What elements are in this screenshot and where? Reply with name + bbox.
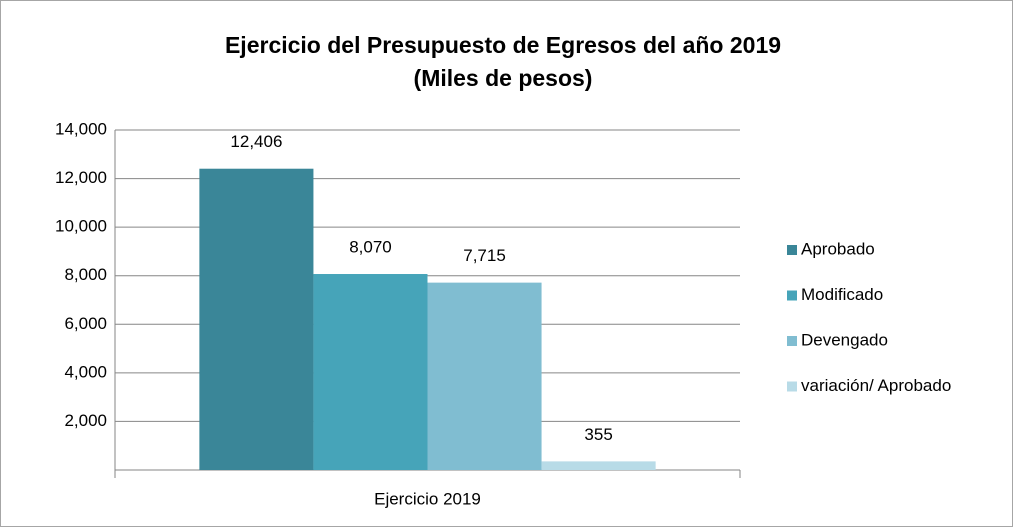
legend-swatch bbox=[787, 336, 797, 346]
legend-swatch bbox=[787, 381, 797, 392]
y-tick-label: 10,000 bbox=[55, 217, 107, 236]
chart-subtitle: (Miles de pesos) bbox=[414, 65, 593, 91]
legend-label: Modificado bbox=[801, 285, 883, 304]
y-tick-label: 12,000 bbox=[55, 168, 107, 187]
y-tick-label: 2,000 bbox=[64, 411, 107, 430]
y-tick-label: 4,000 bbox=[64, 362, 107, 381]
legend-label: variación/ Aprobado bbox=[801, 376, 951, 395]
legend-label: Devengado bbox=[801, 330, 888, 349]
data-label: 355 bbox=[584, 425, 612, 444]
bar bbox=[313, 274, 428, 470]
bar bbox=[199, 168, 314, 470]
legend-swatch bbox=[787, 290, 797, 301]
legend-swatch bbox=[787, 245, 797, 255]
chart-title: Ejercicio del Presupuesto de Egresos del… bbox=[225, 32, 781, 58]
data-label: 8,070 bbox=[349, 237, 392, 256]
y-tick-label: 8,000 bbox=[64, 265, 107, 284]
y-tick-label: 6,000 bbox=[64, 314, 107, 333]
data-label: 7,715 bbox=[463, 246, 506, 265]
data-label: 12,406 bbox=[230, 132, 282, 151]
bar bbox=[427, 282, 542, 470]
x-tick-label: Ejercicio 2019 bbox=[374, 489, 481, 508]
legend-label: Aprobado bbox=[801, 239, 875, 258]
bar bbox=[541, 461, 656, 470]
y-tick-label: 14,000 bbox=[55, 119, 107, 138]
